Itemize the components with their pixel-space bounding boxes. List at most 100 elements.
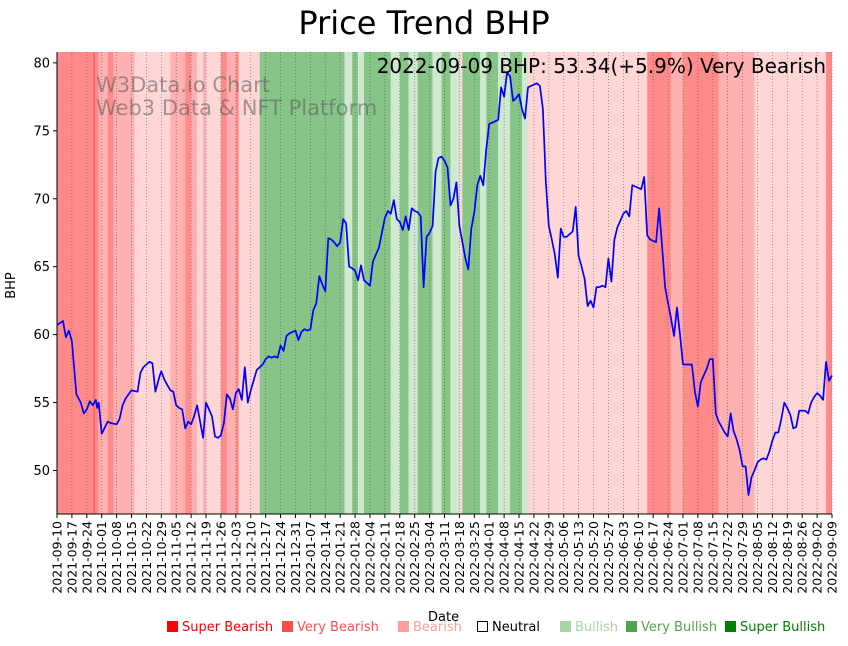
legend-label: Super Bullish (740, 620, 826, 635)
regime-band (113, 52, 123, 514)
y-tick-label: 60 (33, 328, 50, 343)
legend-swatch (398, 621, 409, 632)
legend-label: Very Bearish (297, 620, 379, 635)
regime-band (408, 52, 418, 514)
x-tick-label: 2022-02-18 (392, 521, 407, 594)
x-tick-label: 2022-09-02 (810, 521, 825, 594)
legend-item-very-bearish: Very Bearish (282, 620, 379, 635)
legend-swatch (626, 621, 637, 632)
x-tick-label: 2022-01-21 (333, 521, 348, 594)
regime-band (191, 52, 198, 514)
x-tick-label: 2022-07-15 (705, 521, 720, 594)
regime-band (581, 52, 609, 514)
x-tick-label: 2022-02-25 (407, 521, 422, 594)
regime-band (98, 52, 108, 514)
legend-swatch (560, 621, 571, 632)
regime-band (647, 52, 672, 514)
regime-band (671, 52, 683, 514)
legend-item-very-bullish: Very Bullish (626, 620, 717, 635)
x-tick-label: 2021-12-03 (228, 521, 243, 594)
x-tick-label: 2022-05-06 (556, 521, 571, 594)
y-tick-label: 70 (33, 192, 50, 207)
regime-band (563, 52, 582, 514)
legend-label: Neutral (492, 620, 540, 635)
regime-band (344, 52, 353, 514)
regime-band (95, 52, 99, 514)
legend-item-neutral: Neutral (477, 620, 540, 635)
x-tick-label: 2021-11-19 (199, 521, 214, 594)
x-tick-label: 2022-05-27 (601, 521, 616, 594)
legend-label: Very Bullish (641, 620, 718, 635)
x-tick-label: 2021-12-10 (243, 521, 258, 594)
x-tick-label: 2022-06-03 (616, 521, 631, 594)
regime-band (206, 52, 221, 514)
regime-band (441, 52, 451, 514)
legend-swatch (725, 621, 736, 632)
x-tick-label: 2022-03-25 (467, 521, 482, 594)
x-tick-label: 2021-12-24 (273, 521, 288, 594)
regime-band (259, 52, 263, 514)
x-tick-label: 2022-07-08 (690, 521, 705, 594)
regime-band (399, 52, 409, 514)
x-tick-label: 2022-06-24 (661, 521, 676, 594)
regime-band (122, 52, 135, 514)
chart-title: Price Trend BHP (298, 4, 550, 42)
x-tick-label: 2022-04-08 (497, 521, 512, 594)
legend-swatch (167, 621, 178, 632)
x-tick-label: 2021-10-15 (124, 521, 139, 594)
x-tick-label: 2021-10-01 (94, 521, 109, 594)
x-tick-label: 2022-02-04 (362, 521, 377, 594)
x-tick-label: 2022-04-01 (482, 521, 497, 594)
x-tick-label: 2022-03-11 (437, 521, 452, 594)
regime-band (450, 52, 460, 514)
x-tick-label: 2022-05-13 (571, 521, 586, 594)
x-tick-label: 2021-10-29 (154, 521, 169, 594)
regime-band (203, 52, 207, 514)
y-tick-label: 50 (33, 464, 50, 479)
x-tick-label: 2021-11-26 (213, 521, 228, 594)
legend-swatch (477, 621, 488, 632)
x-tick-label: 2022-07-22 (720, 521, 735, 594)
regime-band (92, 52, 96, 514)
watermark-line-2: Web3 Data & NFT Platform (96, 96, 378, 120)
regime-band (459, 52, 463, 514)
regime-band (134, 52, 171, 514)
legend-label: Bearish (413, 620, 462, 635)
x-axis-label: Date (428, 610, 460, 625)
regime-band (682, 52, 719, 514)
regime-band (364, 52, 391, 514)
legend-item-super-bullish: Super Bullish (725, 620, 825, 635)
regime-band (57, 52, 93, 514)
regime-band (390, 52, 400, 514)
regime-band (462, 52, 481, 514)
regime-band (262, 52, 345, 514)
x-tick-label: 2021-12-17 (258, 521, 273, 594)
x-tick-label: 2022-02-11 (377, 521, 392, 594)
regime-band (432, 52, 442, 514)
x-tick-label: 2021-11-12 (184, 521, 199, 594)
x-tick-label: 2022-08-12 (765, 521, 780, 594)
regime-band (226, 52, 236, 514)
x-tick-label: 2022-03-18 (452, 521, 467, 594)
x-tick-label: 2022-04-29 (541, 521, 556, 594)
x-tick-label: 2022-01-14 (318, 521, 333, 594)
regime-band (417, 52, 433, 514)
watermark-line-1: W3Data.io Chart (96, 73, 271, 97)
x-tick-label: 2021-10-08 (109, 521, 124, 594)
x-tick-label: 2022-06-17 (646, 521, 661, 594)
regime-band (527, 52, 564, 514)
x-tick-label: 2022-03-04 (422, 521, 437, 594)
x-tick-label: 2021-12-31 (288, 521, 303, 594)
x-tick-label: 2022-01-28 (348, 521, 363, 594)
legend-swatch (282, 621, 293, 632)
x-tick-label: 2022-07-01 (675, 521, 690, 594)
regime-band (107, 52, 114, 514)
regime-band (486, 52, 499, 514)
x-tick-label: 2022-07-29 (735, 521, 750, 594)
regime-band (185, 52, 192, 514)
regime-band (754, 52, 827, 514)
regime-band (235, 52, 239, 514)
legend-label: Bullish (575, 620, 619, 635)
regime-band (510, 52, 522, 514)
x-tick-label: 2021-10-22 (139, 521, 154, 594)
